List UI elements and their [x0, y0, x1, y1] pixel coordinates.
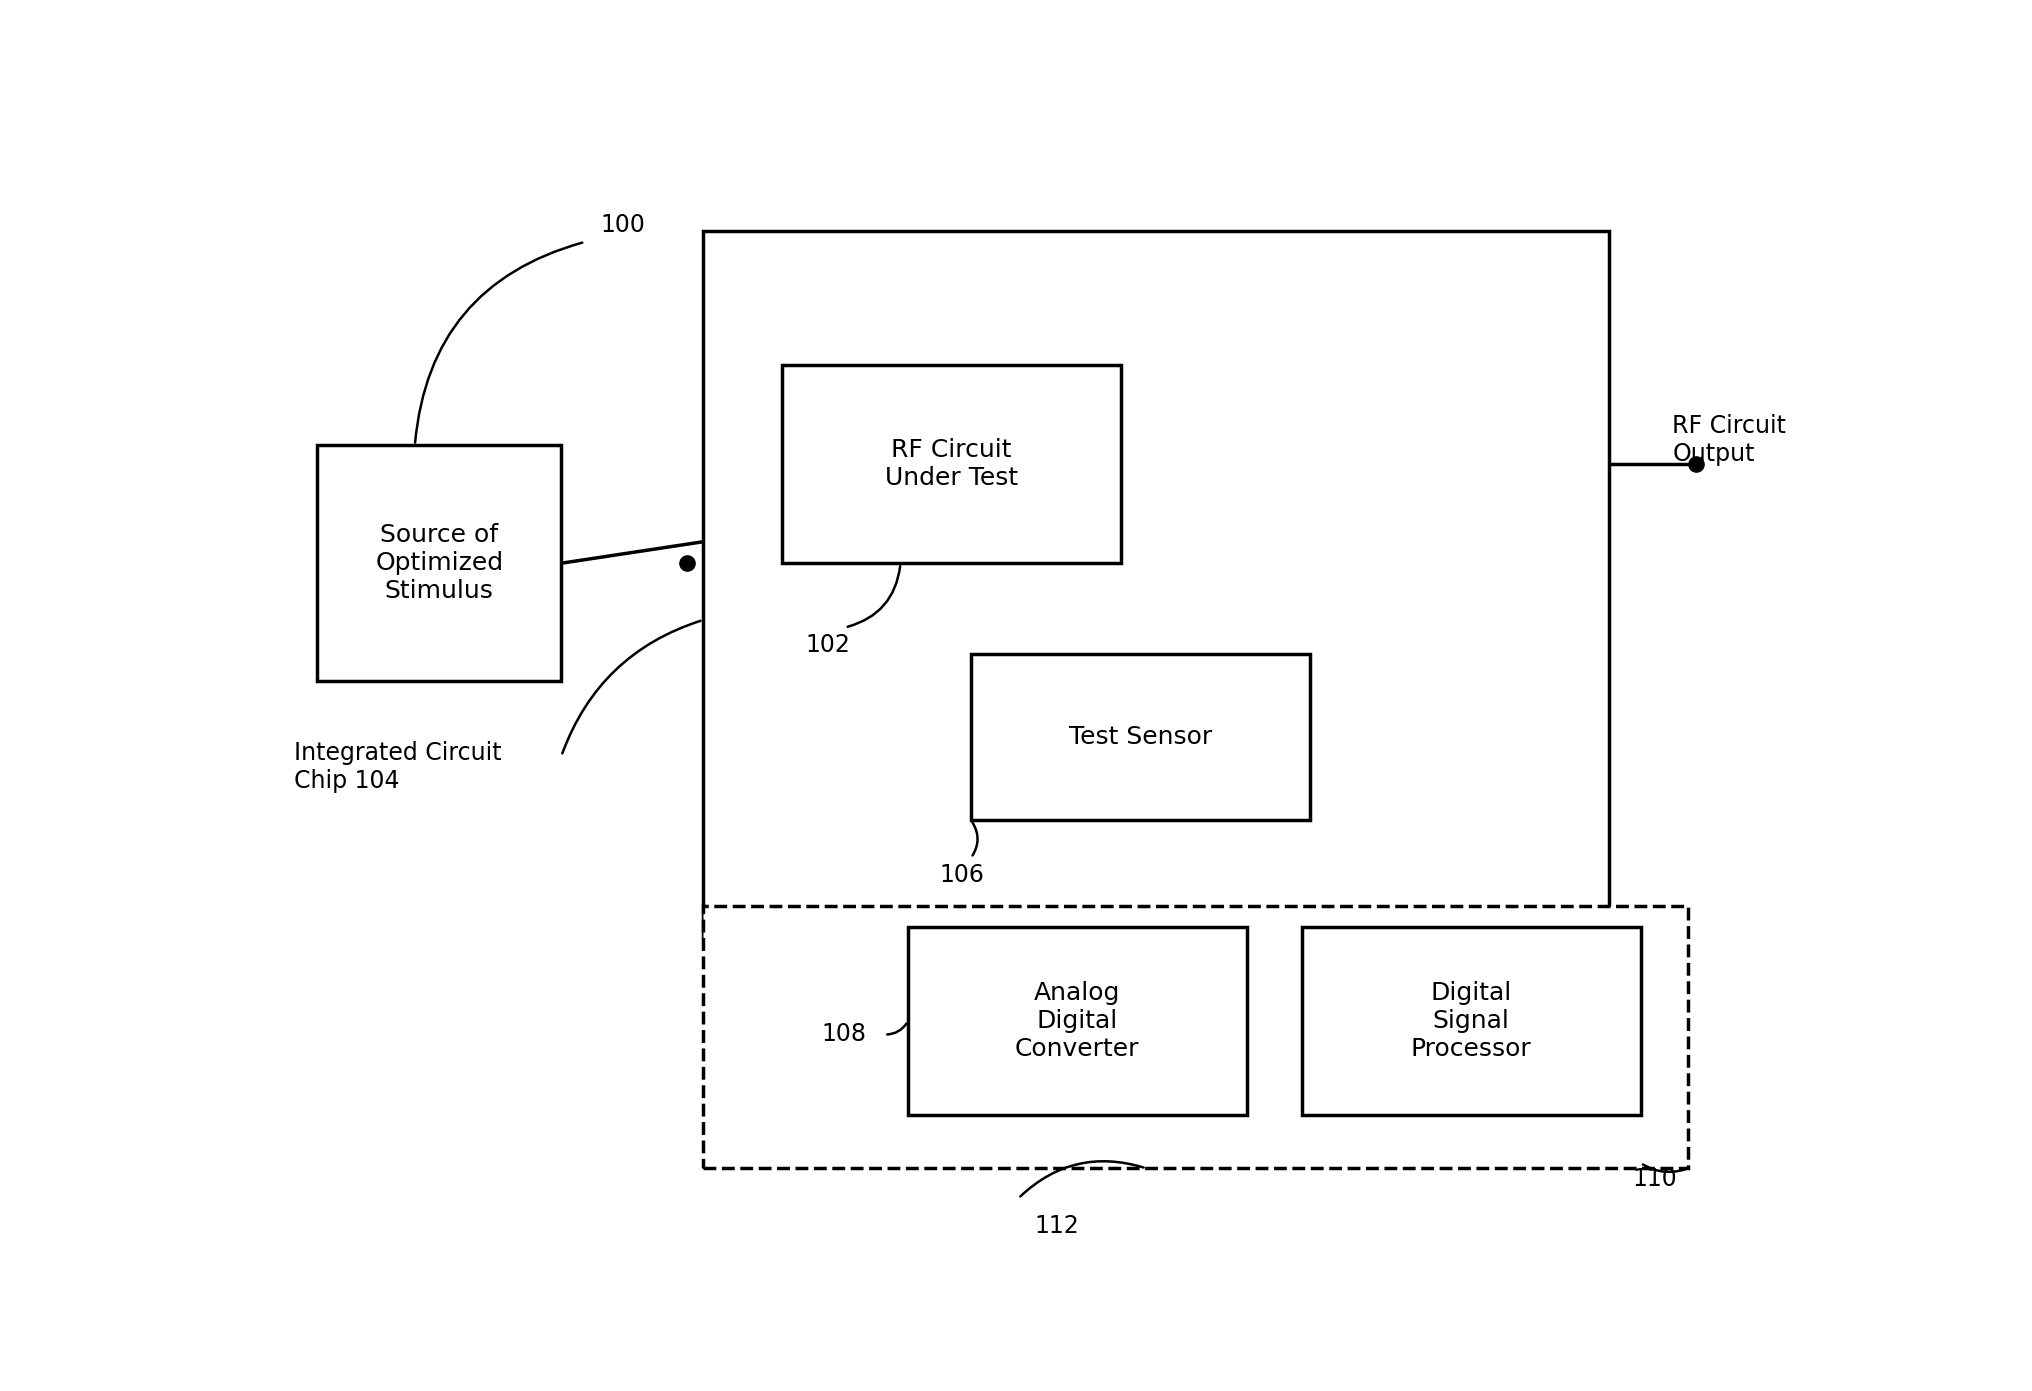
Text: Analog
Digital
Converter: Analog Digital Converter — [1014, 981, 1140, 1061]
Bar — [908, 928, 1246, 1114]
Bar — [1300, 928, 1640, 1114]
Point — [671, 552, 703, 574]
Text: Test Sensor: Test Sensor — [1069, 725, 1211, 750]
Text: 106: 106 — [939, 862, 983, 887]
Bar — [317, 445, 561, 682]
Point — [1678, 453, 1711, 476]
Text: RF Circuit
Under Test: RF Circuit Under Test — [884, 438, 1018, 490]
Bar — [971, 654, 1309, 821]
Text: RF Circuit
Output: RF Circuit Output — [1672, 415, 1786, 466]
Text: 108: 108 — [821, 1022, 866, 1046]
Bar — [703, 906, 1687, 1168]
Text: 110: 110 — [1632, 1167, 1676, 1191]
Text: 100: 100 — [601, 213, 646, 236]
Text: 102: 102 — [805, 633, 849, 657]
Bar — [703, 231, 1609, 938]
Text: Digital
Signal
Processor: Digital Signal Processor — [1410, 981, 1530, 1061]
Text: Integrated Circuit
Chip 104: Integrated Circuit Chip 104 — [293, 741, 502, 793]
Bar — [782, 364, 1120, 563]
Text: 112: 112 — [1034, 1214, 1079, 1238]
Text: Source of
Optimized
Stimulus: Source of Optimized Stimulus — [376, 523, 504, 604]
